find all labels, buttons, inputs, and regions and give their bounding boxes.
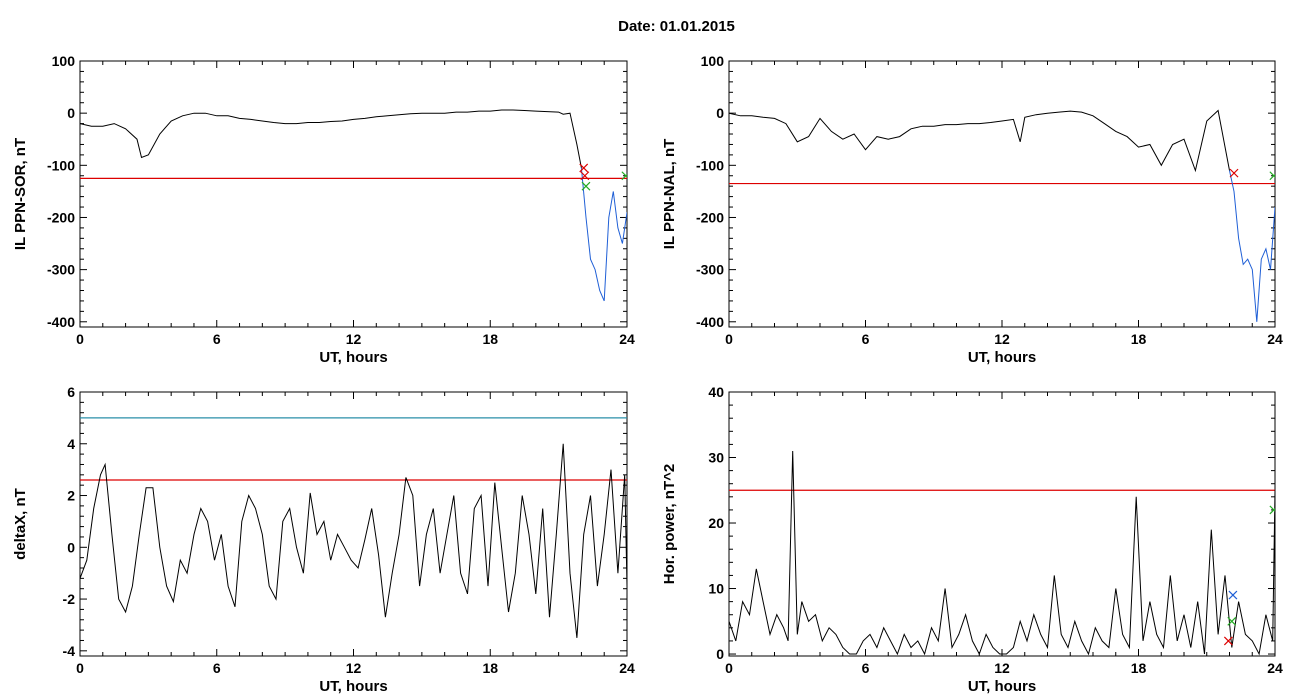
y-tick-label: -200 (47, 209, 75, 225)
data-layer (729, 109, 1275, 322)
y-axis-label: deltaX, nT (12, 488, 29, 560)
page-title: Date: 01.01.2015 (618, 18, 735, 35)
data-layer (80, 417, 627, 638)
x-tick-label: 18 (1131, 660, 1147, 676)
data-layer (80, 109, 627, 302)
marker-cross (1269, 171, 1275, 181)
y-tick-label: -300 (696, 262, 724, 278)
y-tick-label: 4 (67, 436, 75, 452)
x-tick-label: 0 (76, 331, 84, 347)
y-tick-label: -100 (47, 157, 75, 173)
y-tick-label: -400 (696, 314, 724, 330)
plot-frame (728, 391, 1276, 657)
series-line (729, 450, 1275, 656)
plot-frame (79, 391, 628, 657)
y-tick-label: 0 (67, 539, 75, 555)
marker-cross (621, 171, 627, 181)
data-layer (729, 450, 1275, 656)
x-axis-label: UT, hours (319, 678, 387, 695)
marker-cross (1227, 616, 1237, 626)
x-tick-label: 0 (76, 660, 84, 676)
y-tick-label: -400 (47, 314, 75, 330)
panel-4: 0 6 12 18 24 40 30 20 10 0 UT, hours Hor. power, nT… (661, 384, 1283, 695)
panel-1: 0 6 12 18 24 100 0 -100 -200 -300 -400 UT, hours IL … (12, 53, 635, 366)
y-tick-label: 100 (701, 53, 725, 69)
series-line (80, 443, 627, 638)
x-tick-label: 12 (994, 660, 1010, 676)
plot-frame (79, 60, 628, 328)
series-line (580, 167, 627, 302)
y-tick-label: 0 (67, 105, 75, 121)
marker-cross (1229, 168, 1239, 178)
x-tick-label: 12 (346, 331, 362, 347)
y-tick-label: -300 (47, 262, 75, 278)
x-tick-label: 18 (482, 660, 498, 676)
x-tick-label: 24 (1267, 660, 1283, 676)
y-tick-label: -4 (63, 643, 76, 659)
y-axis-label: Hor. power, nT^2 (661, 464, 678, 584)
panel-2: 0 6 12 18 24 100 0 -100 -200 -300 -400 UT, hours IL … (661, 53, 1283, 366)
x-tick-label: 12 (994, 331, 1010, 347)
y-tick-label: 0 (716, 646, 724, 662)
x-tick-label: 6 (213, 331, 221, 347)
x-axis-label: UT, hours (968, 349, 1036, 366)
x-tick-label: 24 (619, 660, 635, 676)
y-axis-label: IL PPN-SOR, nT (12, 138, 29, 250)
y-tick-label: -200 (696, 209, 724, 225)
x-axis-label: UT, hours (968, 678, 1036, 695)
x-tick-label: 6 (862, 660, 870, 676)
x-tick-label: 24 (1267, 331, 1283, 347)
y-tick-label: 20 (708, 515, 724, 531)
marker-cross (581, 181, 591, 191)
x-axis-label: UT, hours (319, 349, 387, 366)
marker-cross (1223, 636, 1233, 646)
x-tick-label: 6 (213, 660, 221, 676)
y-tick-label: -100 (696, 157, 724, 173)
series-line (729, 109, 1230, 173)
y-tick-label: 2 (67, 488, 75, 504)
y-tick-label: 30 (708, 450, 724, 466)
x-tick-label: 18 (482, 331, 498, 347)
x-tick-label: 12 (346, 660, 362, 676)
panel-3: 0 6 12 18 24 6 4 2 0 -2 -4 UT, hours deltaX, nT (12, 384, 635, 695)
y-tick-label: 40 (708, 384, 724, 400)
marker-cross (580, 171, 590, 181)
marker-cross (1228, 590, 1238, 600)
x-tick-label: 24 (619, 331, 635, 347)
y-tick-label: 10 (708, 581, 724, 597)
y-tick-label: -2 (63, 591, 76, 607)
y-tick-label: 0 (716, 105, 724, 121)
series-line (80, 109, 582, 168)
y-tick-label: 100 (52, 53, 76, 69)
marker-cross (1269, 505, 1275, 515)
series-line (1229, 170, 1275, 322)
x-tick-label: 0 (725, 660, 733, 676)
x-tick-label: 6 (862, 331, 870, 347)
x-tick-label: 0 (725, 331, 733, 347)
x-tick-label: 18 (1131, 331, 1147, 347)
plot-frame (728, 60, 1276, 328)
marker-cross (579, 163, 589, 173)
y-tick-label: 6 (67, 384, 75, 400)
y-axis-label: IL PPN-NAL, nT (661, 139, 678, 250)
